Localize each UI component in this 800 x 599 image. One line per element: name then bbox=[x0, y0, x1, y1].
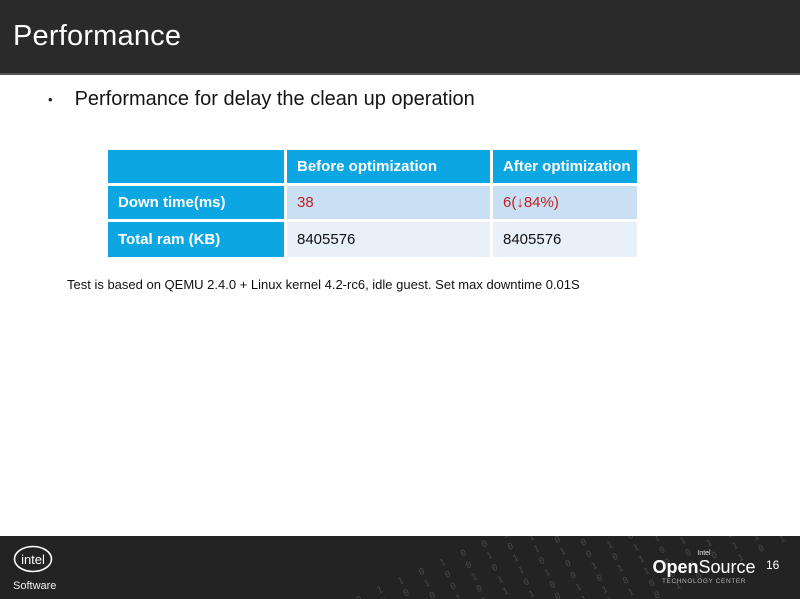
opensource-logo-open: Open bbox=[652, 557, 699, 577]
opensource-logo: Intel OpenSource TECHNOLOGY CENTER bbox=[652, 550, 756, 586]
opensource-logo-top: Intel bbox=[697, 550, 711, 557]
cell-downtime-after: 6(↓84%) bbox=[493, 186, 637, 219]
intel-logo-text: intel bbox=[21, 552, 45, 567]
cell-totalram-after: 8405576 bbox=[493, 222, 637, 257]
note-text: Test is based on QEMU 2.4.0 + Linux kern… bbox=[67, 277, 580, 292]
bullet-item: • Performance for delay the clean up ope… bbox=[48, 87, 475, 112]
opensource-logo-caption: TECHNOLOGY CENTER bbox=[661, 578, 747, 585]
header-bar: Performance bbox=[0, 0, 800, 75]
row-header-downtime: Down time(ms) bbox=[108, 186, 284, 219]
table-corner-cell bbox=[108, 150, 284, 183]
intel-logo-caption: Software bbox=[13, 580, 57, 592]
column-header-before: Before optimization bbox=[287, 150, 490, 183]
opensource-logo-source: Source bbox=[698, 557, 756, 577]
cell-downtime-before: 38 bbox=[287, 186, 490, 219]
column-header-after: After optimization bbox=[493, 150, 637, 183]
bullet-icon: • bbox=[48, 92, 53, 107]
footer-bar: 0 1 0 1 1 0 1 0 0 1 0 1 1 0 1 0 0 1 0 1 … bbox=[0, 536, 800, 599]
opensource-logo-main: OpenSource bbox=[652, 558, 756, 576]
page-number: 16 bbox=[766, 558, 780, 572]
intel-logo-icon: intel bbox=[13, 545, 53, 573]
bullet-text: Performance for delay the clean up opera… bbox=[74, 88, 475, 110]
page-title: Performance bbox=[13, 20, 182, 52]
results-table: Before optimization After optimization D… bbox=[108, 150, 637, 257]
intel-software-logo: intel Software bbox=[13, 544, 56, 592]
cell-totalram-before: 8405576 bbox=[287, 222, 490, 257]
row-header-totalram: Total ram (KB) bbox=[108, 222, 284, 257]
